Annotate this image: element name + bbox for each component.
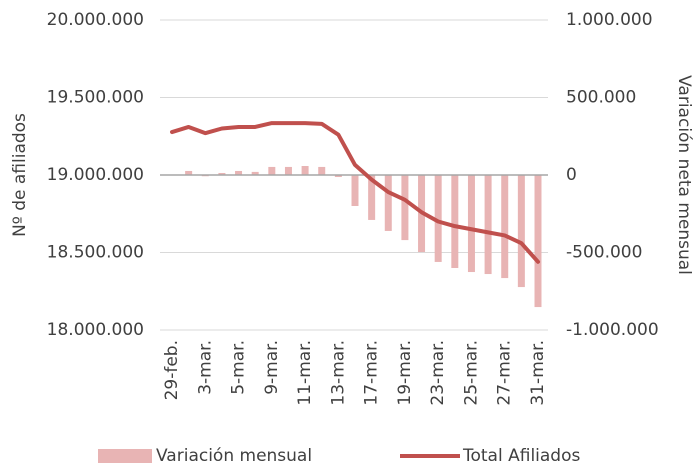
bar — [351, 175, 359, 206]
bar — [301, 166, 309, 175]
bar — [318, 166, 326, 175]
bar — [368, 175, 376, 220]
line — [170, 121, 540, 264]
x-tick-label: 5-mar. — [229, 340, 249, 395]
x-tick-label: 31-mar. — [528, 340, 548, 406]
y2-tick-label: 0 — [566, 165, 577, 185]
x-tick-label: 17-mar. — [362, 340, 382, 406]
x-tick-label: 29-feb. — [162, 340, 182, 400]
x-tick-label: 13-mar. — [328, 340, 348, 406]
x-tick-label: 11-mar. — [295, 340, 315, 406]
y-tick-label: 20.000.000 — [47, 10, 144, 30]
bar — [534, 175, 542, 308]
x-tick-label: 3-mar. — [195, 340, 215, 395]
y-tick-label: 19.000.000 — [47, 165, 144, 185]
bar — [434, 175, 442, 262]
bar — [401, 175, 409, 241]
y2-tick-label: 1.000.000 — [566, 10, 653, 30]
legend-label: Total Afiliados — [462, 446, 580, 466]
y2-axis-title: Variación neta mensual — [674, 75, 694, 275]
y-tick-label: 18.000.000 — [47, 320, 144, 340]
x-tick-label: 25-mar. — [461, 340, 481, 406]
bar — [501, 175, 509, 279]
bar — [235, 170, 243, 175]
y-tick-label: 19.500.000 — [47, 88, 144, 108]
x-tick-label: 9-mar. — [262, 340, 282, 395]
y2-tick-label: -500.000 — [566, 243, 642, 263]
legend-label: Variación mensual — [156, 446, 312, 466]
bar — [251, 171, 259, 175]
y2-tick-label: -1.000.000 — [566, 320, 659, 340]
bar — [467, 175, 475, 273]
bar — [218, 172, 226, 175]
y-axis-title: Nº de afiliados — [10, 113, 30, 237]
x-tick-label: 19-mar. — [395, 340, 415, 406]
bar — [185, 170, 193, 175]
y2-tick-label: 500.000 — [566, 88, 636, 108]
bar — [334, 175, 342, 178]
bar — [384, 175, 392, 231]
x-tick-label: 23-mar. — [428, 340, 448, 406]
legend-swatch — [98, 449, 152, 463]
bar — [451, 175, 459, 268]
bar — [268, 166, 276, 175]
bar — [517, 175, 525, 288]
y-tick-label: 18.500.000 — [47, 243, 144, 263]
bar — [284, 166, 292, 175]
bar — [484, 175, 492, 275]
x-tick-label: 27-mar. — [495, 340, 515, 406]
